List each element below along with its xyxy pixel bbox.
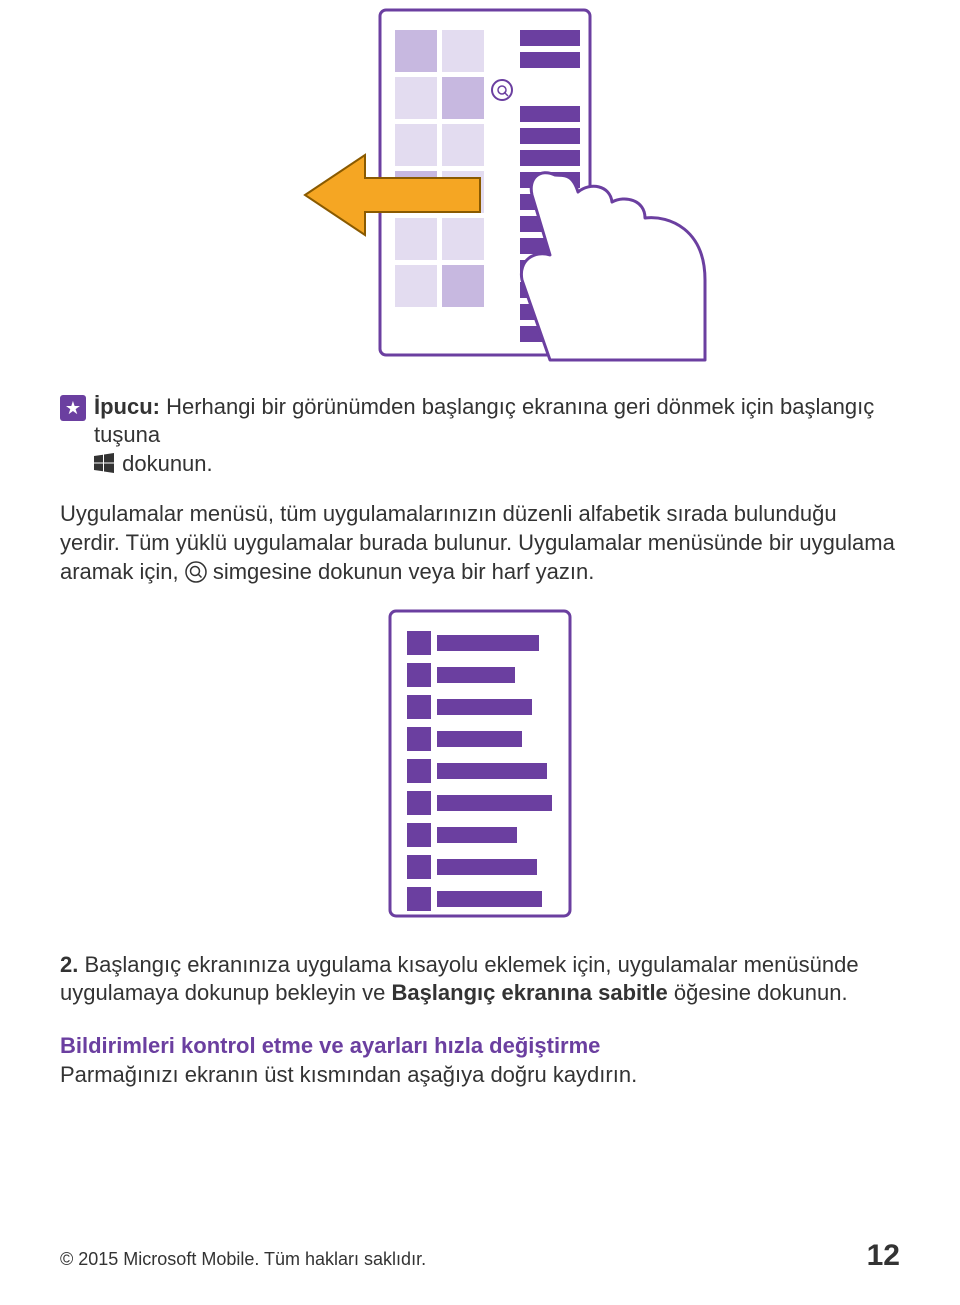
apps-menu-paragraph: Uygulamalar menüsü, tüm uygulamalarınızı… bbox=[60, 500, 900, 586]
apps-list-illustration bbox=[60, 606, 900, 929]
para1-b: simgesine dokunun veya bir harf yazın. bbox=[207, 559, 595, 584]
section-heading: Bildirimleri kontrol etme ve ayarları hı… bbox=[60, 1032, 900, 1061]
tip-prefix: İpucu: bbox=[94, 394, 160, 419]
page-number: 12 bbox=[867, 1236, 900, 1275]
windows-icon bbox=[94, 452, 114, 472]
search-icon bbox=[185, 561, 207, 583]
tip-row: ★ İpucu: Herhangi bir görünümden başlang… bbox=[60, 393, 900, 479]
tip-line2: dokunun. bbox=[116, 451, 213, 476]
tip-line1: Herhangi bir görünümden başlangıç ekranı… bbox=[94, 394, 874, 448]
copyright: © 2015 Microsoft Mobile. Tüm hakları sak… bbox=[60, 1248, 426, 1271]
tip-text: İpucu: Herhangi bir görünümden başlangıç… bbox=[94, 393, 900, 479]
section-sub: Parmağınızı ekranın üst kısmından aşağıy… bbox=[60, 1061, 900, 1090]
swipe-illustration bbox=[60, 0, 900, 373]
step-2-num: 2. bbox=[60, 952, 78, 977]
step-2-b: öğesine dokunun. bbox=[668, 980, 848, 1005]
star-icon: ★ bbox=[60, 395, 86, 421]
page-footer: © 2015 Microsoft Mobile. Tüm hakları sak… bbox=[60, 1236, 900, 1275]
step-2-bold: Başlangıç ekranına sabitle bbox=[391, 980, 667, 1005]
step-2: 2. Başlangıç ekranınıza uygulama kısayol… bbox=[60, 951, 900, 1008]
